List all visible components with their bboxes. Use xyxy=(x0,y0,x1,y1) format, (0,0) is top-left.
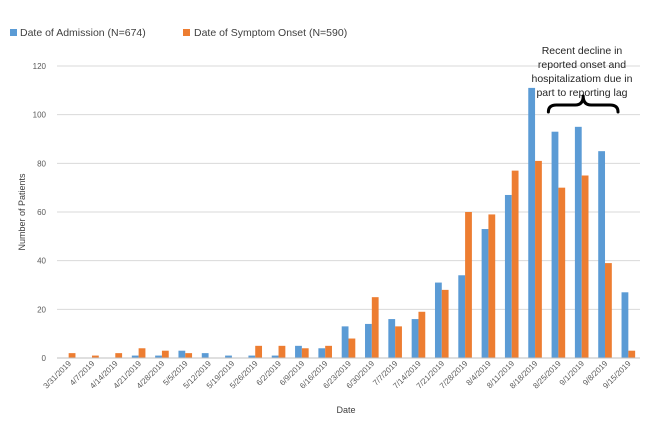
y-tick-label: 0 xyxy=(42,354,47,363)
bar-onset-7-21-2019 xyxy=(441,289,449,358)
legend-label-admission: Date of Admission (N=674) xyxy=(20,27,146,39)
y-tick-label: 100 xyxy=(33,111,47,120)
bar-admission-6-2-2019 xyxy=(271,355,279,358)
bar-onset-6-16-2019 xyxy=(325,345,332,358)
bar-admission-8-11-2019 xyxy=(504,194,512,358)
bar-onset-4-7-2019 xyxy=(91,355,99,358)
annotation-line-4: part to reporting lag xyxy=(536,87,627,99)
bar-admission-7-7-2019 xyxy=(388,319,396,358)
annotation-line-2: reported onset and xyxy=(538,59,626,71)
annotation: Recent decline in reported onset and hos… xyxy=(532,45,633,114)
bar-admission-7-21-2019 xyxy=(434,282,442,358)
x-axis-ticks: 3/31/20194/7/20194/14/20194/21/20194/28/… xyxy=(42,359,634,391)
bar-onset-7-14-2019 xyxy=(418,311,426,358)
bar-onset-6-30-2019 xyxy=(371,297,379,358)
bar-admission-7-14-2019 xyxy=(411,319,419,358)
bar-admission-5-26-2019 xyxy=(248,355,256,358)
bar-onset-5-5-2019 xyxy=(185,353,193,358)
legend-swatch-admission xyxy=(10,29,17,36)
bar-admission-6-9-2019 xyxy=(295,345,302,358)
bar-onset-9-15-2019 xyxy=(628,350,636,358)
bar-admission-5-19-2019 xyxy=(225,355,232,358)
bar-admission-9-15-2019 xyxy=(621,292,629,358)
bar-onset-4-28-2019 xyxy=(161,350,169,358)
annotation-brace xyxy=(546,94,620,114)
bar-admission-5-5-2019 xyxy=(178,350,186,358)
bar-admission-8-25-2019 xyxy=(551,131,559,358)
bar-admission-6-30-2019 xyxy=(365,323,372,358)
y-tick-label: 80 xyxy=(37,159,46,168)
legend-swatch-onset xyxy=(183,29,190,36)
bar-onset-9-8-2019 xyxy=(605,263,612,358)
bar-onset-7-28-2019 xyxy=(465,212,472,358)
bar-admission-8-18-2019 xyxy=(528,87,536,359)
bar-admission-7-28-2019 xyxy=(458,275,466,358)
bar-admission-9-1-2019 xyxy=(574,126,582,358)
bar-admission-4-28-2019 xyxy=(155,355,162,358)
y-axis-ticks: 0 20 40 60 80 100 120 xyxy=(33,62,47,363)
bar-onset-7-7-2019 xyxy=(395,326,402,358)
gridlines xyxy=(57,65,640,310)
bar-onset-4-21-2019 xyxy=(138,348,146,358)
bar-onset-6-2-2019 xyxy=(278,345,286,358)
y-tick-label: 60 xyxy=(37,208,46,217)
bar-onset-8-18-2019 xyxy=(535,160,542,358)
bar-admission-6-23-2019 xyxy=(341,326,349,358)
bar-onset-3-31-2019 xyxy=(68,353,76,358)
legend-label-onset: Date of Symptom Onset (N=590) xyxy=(194,27,347,39)
bar-admission-9-8-2019 xyxy=(598,151,606,358)
bar-admission-6-16-2019 xyxy=(318,348,326,358)
annotation-line-1: Recent decline in xyxy=(542,45,623,57)
y-axis-title: Number of Patients xyxy=(17,173,27,251)
y-tick-label: 120 xyxy=(33,62,47,71)
bar-admission-5-12-2019 xyxy=(201,353,209,358)
bar-onset-4-14-2019 xyxy=(115,353,123,358)
bar-onset-5-26-2019 xyxy=(255,345,263,358)
bar-onset-9-1-2019 xyxy=(581,175,589,358)
bar-onset-8-25-2019 xyxy=(558,187,566,358)
bars xyxy=(68,87,636,359)
y-tick-label: 40 xyxy=(37,257,46,266)
bar-onset-8-11-2019 xyxy=(511,170,519,358)
bar-onset-6-23-2019 xyxy=(348,338,356,358)
bar-onset-8-4-2019 xyxy=(488,214,496,358)
y-tick-label: 20 xyxy=(37,305,46,314)
bar-admission-4-21-2019 xyxy=(131,355,139,358)
bar-onset-6-9-2019 xyxy=(301,348,309,358)
legend: Date of Admission (N=674) Date of Sympto… xyxy=(10,27,347,39)
bar-admission-8-4-2019 xyxy=(481,229,489,358)
x-axis-title: Date xyxy=(336,405,355,415)
annotation-line-3: hospitalizatiom due in xyxy=(532,73,633,85)
x-tick-label: 3/31/2019 xyxy=(42,359,74,391)
